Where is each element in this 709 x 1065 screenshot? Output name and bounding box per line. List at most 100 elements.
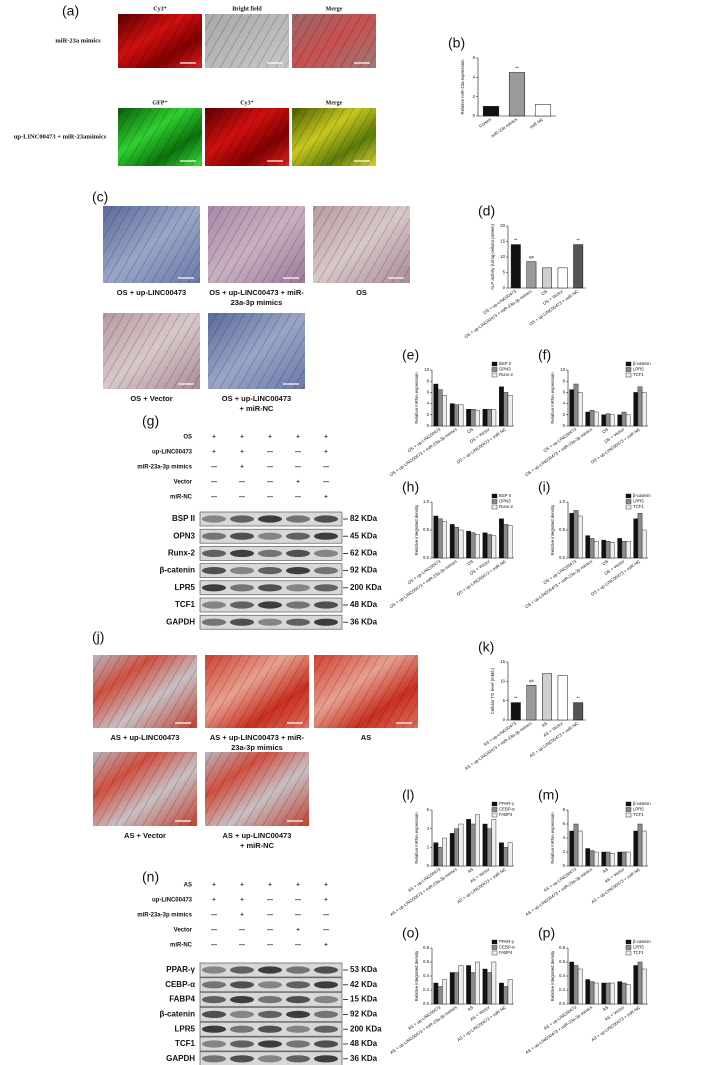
- band-size: 45 KDa: [350, 531, 378, 540]
- legend-label: FABP4: [499, 812, 513, 817]
- legend-swatch: [625, 361, 632, 367]
- blot-band: [230, 1040, 254, 1048]
- blot-band: [314, 532, 338, 540]
- bar: [633, 965, 639, 1005]
- legend-swatch: [625, 812, 632, 818]
- panel-label: (k): [478, 639, 494, 655]
- blot-band: [314, 567, 338, 575]
- x-tick-label: Control: [478, 117, 492, 129]
- x-tick-label: AS: [467, 1005, 475, 1012]
- panel-label: (f): [538, 347, 551, 363]
- legend-swatch: [625, 939, 632, 945]
- x-tick-label: AS + up-LINC00473 + miR-23a-3p mimics: [389, 867, 458, 917]
- y-tick-label: 0.2: [423, 987, 430, 992]
- blot-band: [230, 1055, 254, 1063]
- blot-band: [286, 532, 310, 540]
- bar: [625, 851, 631, 867]
- bar: [625, 541, 631, 559]
- blot-band: [258, 532, 282, 540]
- micrograph-texture: [205, 108, 289, 166]
- image-caption: 23a-3p mimics: [231, 743, 283, 752]
- legend-swatch: [625, 807, 632, 812]
- band-label: GAPDH: [166, 1054, 195, 1063]
- condition-mark: —: [323, 913, 329, 919]
- bar: [617, 538, 623, 559]
- bar: [487, 534, 492, 559]
- legend-label: TCF1: [633, 372, 644, 377]
- bar: [617, 851, 623, 867]
- legend-label: β-catenin: [633, 361, 651, 366]
- bar: [542, 673, 552, 721]
- band-label: LPR5: [175, 1024, 196, 1033]
- legend-swatch: [491, 499, 498, 504]
- legend-swatch: [625, 945, 632, 950]
- bar: [433, 982, 439, 1005]
- bar: [601, 539, 607, 559]
- bar: [458, 529, 464, 559]
- bar: [503, 392, 509, 427]
- bar: [625, 984, 631, 1005]
- condition-mark: +: [324, 495, 328, 501]
- bar: [577, 830, 583, 867]
- condition-mark: —: [295, 465, 301, 471]
- bar: [491, 819, 497, 867]
- significance-mark: **: [514, 696, 518, 701]
- bar: [573, 244, 584, 289]
- band-label: OPN3: [173, 531, 195, 540]
- bar: [637, 961, 643, 1005]
- y-tick-label: 5: [503, 698, 506, 703]
- blot-band: [202, 981, 226, 989]
- y-axis-title: ALP activity (U/mg cellular protein): [490, 224, 495, 290]
- blot-band: [286, 1040, 310, 1048]
- bar: [593, 411, 599, 427]
- bar: [641, 392, 647, 427]
- y-tick-label: 6: [473, 55, 476, 60]
- bar: [641, 968, 647, 1005]
- panel-label: (p): [538, 925, 555, 941]
- bar: [499, 982, 504, 1005]
- legend-label: β-catenin: [633, 939, 651, 944]
- bar: [437, 389, 443, 427]
- blot-band: [202, 1025, 226, 1033]
- condition-mark: +: [240, 465, 244, 471]
- bar: [589, 850, 595, 867]
- blot-band: [230, 1025, 254, 1033]
- panel-label: (n): [142, 869, 159, 885]
- legend-label: TCF1: [633, 504, 644, 509]
- blot-band: [230, 515, 254, 523]
- bar: [593, 982, 599, 1005]
- y-tick-label: 4: [563, 401, 566, 406]
- blot-band: [258, 601, 282, 609]
- blot-band: [314, 584, 338, 592]
- band-size: 15 KDa: [350, 995, 378, 1004]
- legend-label: BSP II: [499, 361, 511, 366]
- y-axis-title: Relative mRNA expression: [414, 372, 419, 424]
- y-tick-label: 0.5: [423, 527, 430, 532]
- bar: [449, 524, 455, 559]
- y-tick-label: 0.6: [423, 959, 430, 964]
- condition-mark: +: [324, 898, 328, 904]
- panel-label: (g): [142, 413, 159, 429]
- bar: [617, 981, 623, 1005]
- y-axis-title: Relative integrated density: [414, 950, 419, 1001]
- bar: [454, 527, 459, 559]
- bar: [526, 261, 537, 289]
- blot-band: [314, 1025, 338, 1033]
- bar: [585, 411, 591, 427]
- condition-mark: +: [212, 898, 216, 904]
- panel-label: (o): [402, 925, 419, 941]
- panel-label: (b): [448, 35, 465, 51]
- band-label: TCF1: [175, 1039, 196, 1048]
- blot-band: [314, 996, 338, 1004]
- band-label: GAPDH: [166, 617, 195, 626]
- bar: [454, 828, 459, 867]
- condition-label: Vector: [174, 928, 193, 934]
- bar: [633, 830, 639, 867]
- blot-band: [258, 1040, 282, 1048]
- bar: [499, 518, 504, 559]
- image-caption: 23a-3p mimics: [231, 298, 283, 307]
- condition-mark: —: [211, 928, 217, 934]
- bar: [433, 515, 439, 559]
- condition-mark: —: [295, 913, 301, 919]
- blot-band: [286, 1055, 310, 1063]
